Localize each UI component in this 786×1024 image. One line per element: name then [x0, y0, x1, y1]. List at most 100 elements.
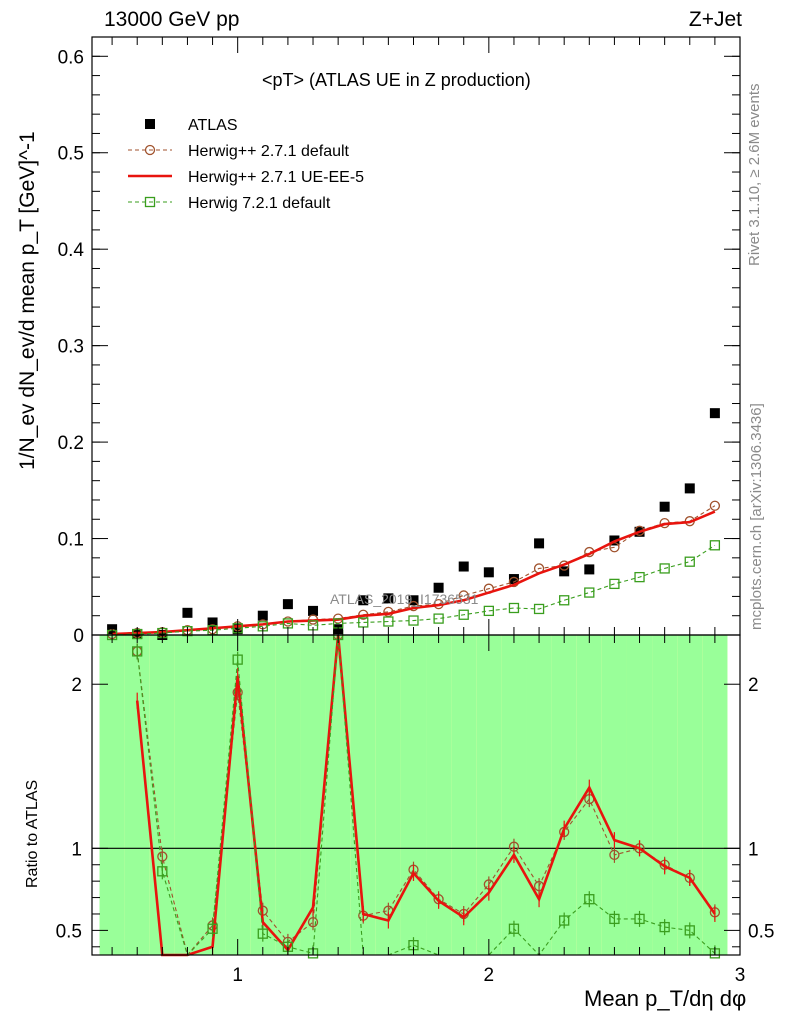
main-y-tick-label: 0.5 [58, 144, 84, 165]
data-point-marker [559, 566, 570, 577]
ratio-y-tick-label: 1 [71, 839, 82, 860]
data-point-marker [634, 913, 645, 925]
green-band-bin [551, 635, 577, 955]
data-point-marker [458, 609, 469, 620]
series-line [112, 505, 716, 635]
data-point-marker [282, 599, 293, 610]
data-point-marker [584, 564, 595, 575]
green-band-bin [275, 635, 301, 955]
data-point-marker [709, 408, 720, 419]
data-point-marker [182, 607, 193, 618]
data-point-marker [383, 616, 394, 627]
data-point-marker [684, 483, 695, 494]
axis-frames [91, 36, 741, 956]
series-line [135, 634, 716, 957]
data-point-marker [157, 851, 168, 862]
data-point-marker [584, 894, 595, 905]
ratio-x-tick-label: 3 [735, 965, 746, 986]
ratio-y-tick-label-right: 0.5 [748, 921, 774, 942]
ratio-y-tick-label-right: 2 [748, 675, 759, 696]
green-band-bin [325, 635, 351, 955]
data-point-marker [483, 605, 494, 617]
legend-entry-label: Herwig++ 2.7.1 UE-EE-5 [188, 169, 364, 186]
data-point-marker [308, 605, 319, 616]
data-point-marker [483, 567, 494, 578]
data-point-marker [634, 571, 645, 583]
ratio-y-tick-label-right: 1 [748, 839, 759, 860]
chart-title: <pT> (ATLAS UE in Z production) [262, 70, 531, 90]
data-point-marker [408, 600, 419, 612]
data-point-marker [684, 925, 695, 936]
mcplots-label: mcplots.cern.ch [arXiv:1306.3436] [748, 403, 765, 630]
main-y-tick-label: 0.2 [58, 433, 84, 454]
header-process-label: 13000 GeV pp [104, 8, 240, 31]
analysis-watermark: ATLAS_2019_I1736531 [330, 591, 479, 607]
data-point-marker [559, 595, 570, 606]
ratio-frame [91, 634, 741, 956]
data-point-marker [508, 574, 519, 585]
ratio-series-layer [132, 629, 721, 959]
ratio-x-tick-label: 1 [232, 965, 243, 986]
data-point-marker [559, 915, 570, 926]
green-band-bin [677, 635, 703, 955]
axis-ticks [92, 36, 740, 955]
green-band-bin [652, 635, 678, 955]
green-band-bin [250, 635, 276, 955]
data-point-marker [408, 615, 419, 626]
green-band-bin [400, 635, 427, 955]
data-point-marker [207, 617, 218, 628]
data-point-marker [144, 144, 156, 156]
green-band-bin [476, 635, 502, 955]
data-point-marker [609, 913, 620, 925]
ratio-y-tick-label: 2 [71, 675, 82, 696]
axis-text-labels: 0 0.1 0.2 0.3 0.4 0.5 0.6 1 2 3 0.5 0.5 1 1 2 2 [56, 47, 775, 986]
green-band-bin [375, 635, 401, 955]
data-point-marker [533, 603, 545, 615]
data-point-marker [458, 561, 469, 572]
data-point-marker [659, 563, 670, 574]
ratio-x-tick-label: 2 [484, 965, 495, 986]
data-point-marker [659, 501, 670, 512]
y-axis-label-ratio: Ratio to ATLAS [24, 779, 41, 888]
data-point-marker [157, 866, 168, 877]
data-point-marker [508, 923, 520, 934]
data-point-marker [609, 849, 620, 861]
data-point-marker [709, 540, 721, 551]
legend-entry-label: Herwig 7.2.1 default [188, 195, 331, 212]
data-point-marker [145, 119, 155, 129]
green-band-bin [601, 635, 627, 955]
header-channel-label: Z+Jet [688, 8, 742, 31]
main-y-tick-label: 0.6 [58, 47, 84, 68]
data-point-marker [433, 613, 444, 624]
data-point-marker [307, 917, 319, 928]
legend: ATLAS Herwig++ 2.7.1 default Herwig++ 2.7.… [128, 117, 364, 212]
data-point-marker [408, 595, 419, 606]
main-y-tick-label: 0 [73, 626, 84, 647]
data-point-marker [508, 602, 520, 614]
data-point-marker [132, 646, 143, 657]
data-point-marker [358, 595, 369, 606]
x-axis-label: Mean p_T/dη dφ [584, 986, 747, 1011]
legend-entry-label: Herwig++ 2.7.1 default [188, 143, 350, 160]
main-y-tick-label: 0.3 [58, 337, 84, 358]
green-band-bin [451, 635, 477, 955]
main-y-tick-label: 0.1 [58, 530, 84, 551]
data-point-marker [144, 196, 156, 208]
data-point-marker [609, 578, 620, 590]
green-band-bin [149, 635, 175, 955]
green-band-bin [200, 635, 226, 955]
green-band-bin [174, 635, 200, 955]
data-point-marker [584, 587, 595, 598]
data-point-marker [257, 610, 268, 621]
data-point-marker [684, 556, 695, 567]
data-point-marker [433, 582, 444, 593]
rivet-version-label: Rivet 3.1.10, ≥ 2.6M events [746, 83, 763, 267]
data-point-marker [207, 923, 218, 934]
data-point-marker [232, 654, 243, 665]
data-point-marker [383, 593, 394, 604]
data-point-marker [534, 538, 545, 549]
data-point-marker [358, 617, 369, 628]
data-point-marker [257, 928, 268, 939]
y-axis-label-main: 1/N_ev dN_ev/d mean p_T [GeV]^-1 [16, 131, 39, 470]
